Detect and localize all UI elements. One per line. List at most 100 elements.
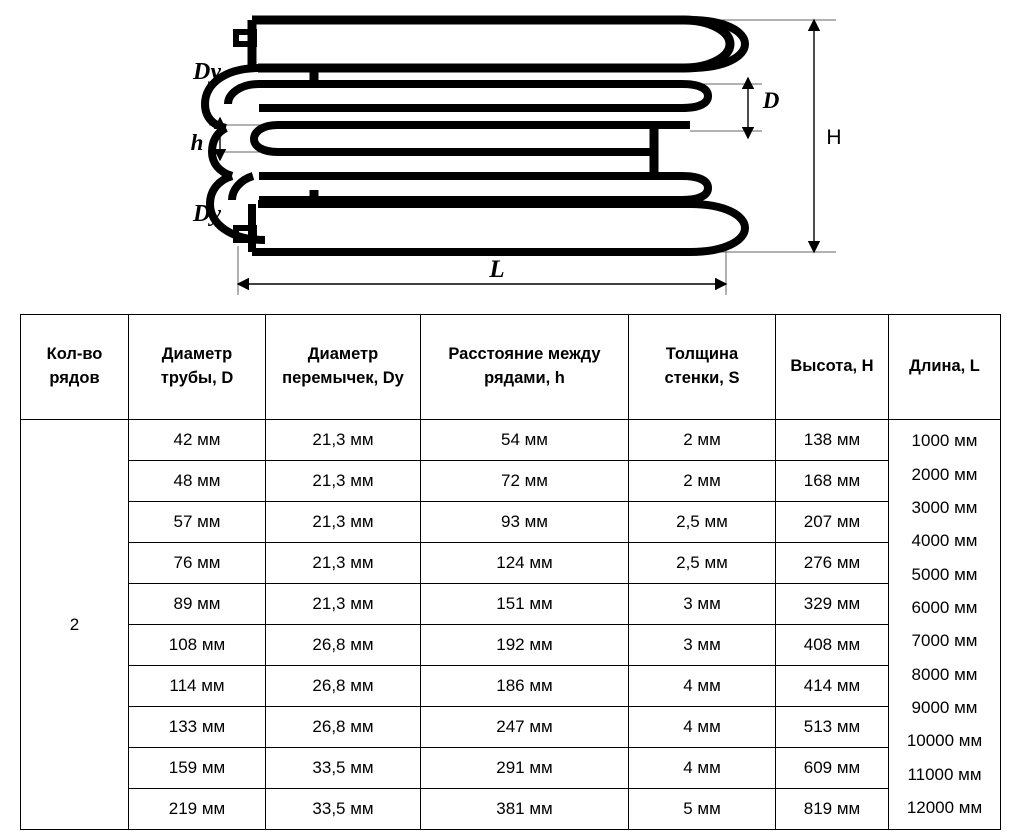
cell-tube-diameter: 76 мм (128, 542, 266, 584)
length-value: 8000 мм (911, 664, 978, 684)
header-row: Кол-во рядов Диаметр трубы, D Диаметр пе… (20, 314, 1001, 420)
length-value: 5000 мм (911, 564, 978, 584)
cell-height: 329 мм (775, 583, 889, 625)
cell-row-spacing: 54 мм (420, 419, 629, 461)
header-bridge-diameter: Диаметр перемычек, Dy (265, 314, 421, 420)
cell-row-spacing: 151 мм (420, 583, 629, 625)
cell-bridge-diameter: 26,8 мм (265, 624, 421, 666)
cell-wall-thickness: 3 мм (628, 583, 776, 625)
cell-height: 207 мм (775, 501, 889, 543)
label-l: L (488, 256, 504, 283)
cell-height: 609 мм (775, 747, 889, 789)
table-row: 219 мм 33,5 мм 381 мм 5 мм 819 мм (21, 788, 1001, 830)
table-row: 108 мм 26,8 мм 192 мм 3 мм 408 мм (21, 624, 1001, 666)
cell-height: 138 мм (775, 419, 889, 461)
cell-height: 414 мм (775, 665, 889, 707)
length-value: 4000 мм (911, 531, 978, 551)
cell-wall-thickness: 2 мм (628, 460, 776, 502)
bottom-tube-outer (252, 200, 750, 256)
left-lower-bend-outer (205, 172, 266, 244)
length-value: 7000 мм (911, 631, 978, 651)
middle-tube-left-cap (249, 121, 279, 156)
cell-tube-diameter: 89 мм (128, 583, 266, 625)
header-row-spacing: Расстояние между рядами, h (420, 314, 629, 420)
cell-row-spacing: 124 мм (420, 542, 629, 584)
label-h-small: h (191, 130, 204, 155)
header-rows-count: Кол-во рядов (20, 314, 129, 420)
header-length: Длина, L (888, 314, 1001, 420)
cell-row-spacing: 291 мм (420, 747, 629, 789)
cell-tube-diameter: 57 мм (128, 501, 266, 543)
cell-bridge-diameter: 26,8 мм (265, 706, 421, 748)
pipe-body (247, 15, 735, 73)
cell-tube-diameter: 159 мм (128, 747, 266, 789)
cell-row-spacing: 93 мм (420, 501, 629, 543)
cell-bridge-diameter: 21,3 мм (265, 501, 421, 543)
bottom-inner-return-tube (259, 172, 713, 204)
specifications-table: Кол-во рядов Диаметр трубы, D Диаметр пе… (20, 314, 1001, 830)
cell-wall-thickness: 4 мм (628, 665, 776, 707)
table-row: 159 мм 33,5 мм 291 мм 4 мм 609 мм (21, 747, 1001, 789)
cell-tube-diameter: 108 мм (128, 624, 266, 666)
table-head: Кол-во рядов Диаметр трубы, D Диаметр пе… (20, 314, 1001, 420)
header-height: Высота, H (775, 314, 889, 420)
table-row: 2 42 мм 21,3 мм 54 мм 2 мм 138 мм 1000 мм 2000 … (20, 419, 1001, 830)
top-inner-return-tube (259, 80, 713, 112)
header-tube-diameter: Диаметр трубы, D (128, 314, 266, 420)
cell-bridge-diameter: 33,5 мм (265, 747, 421, 789)
length-value: 12000 мм (906, 797, 983, 817)
length-value: 10000 мм (906, 731, 983, 751)
label-dy-top: Dy (192, 59, 221, 85)
cell-height: 513 мм (775, 706, 889, 748)
nipples (233, 29, 257, 243)
cell-row-spacing: 381 мм (420, 788, 629, 830)
cell-tube-diameter: 48 мм (128, 460, 266, 502)
cell-wall-thickness: 2,5 мм (628, 542, 776, 584)
cell-height: 168 мм (775, 460, 889, 502)
cell-height: 276 мм (775, 542, 889, 584)
cell-tube-diameter: 114 мм (128, 665, 266, 707)
cell-row-spacing: 72 мм (420, 460, 629, 502)
cell-bridge-diameter: 21,3 мм (265, 542, 421, 584)
left-lower-bend-inner (228, 172, 255, 201)
pipe-outline-group (200, 16, 750, 256)
register-diagram: Dy Dy h D H L (0, 0, 1012, 300)
cell-wall-thickness: 4 мм (628, 747, 776, 789)
table-row: 133 мм 26,8 мм 247 мм 4 мм 513 мм (21, 706, 1001, 748)
cell-wall-thickness: 2,5 мм (628, 501, 776, 543)
outlet-nipple-bottom (233, 225, 257, 243)
length-value: 3000 мм (911, 497, 978, 517)
cell-height: 819 мм (775, 788, 889, 830)
length-value: 2000 мм (911, 464, 978, 484)
table-row: 48 мм 21,3 мм 72 мм 2 мм 168 мм (21, 460, 1001, 502)
length-value: 11000 мм (907, 764, 982, 784)
cell-bridge-diameter: 26,8 мм (265, 665, 421, 707)
cell-row-spacing: 186 мм (420, 665, 629, 707)
length-values-stack: 1000 мм 2000 мм 3000 мм 4000 мм 5000 мм 6000 … (889, 425, 1000, 825)
table-row: 114 мм 26,8 мм 186 мм 4 мм 414 мм (21, 665, 1001, 707)
table-body: 2 42 мм 21,3 мм 54 мм 2 мм 138 мм 1000 мм 2000 … (20, 419, 1001, 830)
dy-bridges (309, 68, 659, 206)
table-row: 76 мм 21,3 мм 124 мм 2,5 мм 276 мм (21, 542, 1001, 584)
cell-wall-thickness: 5 мм (628, 788, 776, 830)
cell-tube-diameter: 42 мм (128, 419, 266, 461)
table-row: 57 мм 21,3 мм 93 мм 2,5 мм 207 мм (21, 501, 1001, 543)
top-tube-outer (252, 16, 750, 72)
cell-wall-thickness: 3 мм (628, 624, 776, 666)
cell-wall-thickness: 4 мм (628, 706, 776, 748)
cell-tube-diameter: 219 мм (128, 788, 266, 830)
cell-bridge-diameter: 21,3 мм (265, 419, 421, 461)
inlet-nipple-top (233, 29, 257, 47)
cell-wall-thickness: 2 мм (628, 419, 776, 461)
cell-row-spacing: 192 мм (420, 624, 629, 666)
cell-bridge-diameter: 21,3 мм (265, 583, 421, 625)
cell-rows-count: 2 (20, 419, 129, 830)
label-d: D (762, 88, 780, 113)
label-big-h: H (826, 126, 841, 149)
cell-bridge-diameter: 21,3 мм (265, 460, 421, 502)
length-value: 6000 мм (911, 597, 978, 617)
length-value: 1000 мм (911, 431, 978, 451)
cell-bridge-diameter: 33,5 мм (265, 788, 421, 830)
cell-row-spacing: 247 мм (420, 706, 629, 748)
